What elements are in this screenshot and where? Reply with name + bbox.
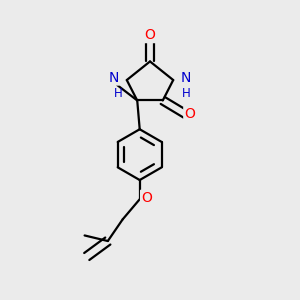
Text: N: N [181, 70, 191, 85]
Text: O: O [184, 107, 195, 122]
Text: O: O [145, 28, 155, 42]
Text: H: H [182, 87, 191, 100]
Text: N: N [109, 70, 119, 85]
Text: H: H [114, 87, 122, 100]
Text: O: O [141, 191, 152, 205]
